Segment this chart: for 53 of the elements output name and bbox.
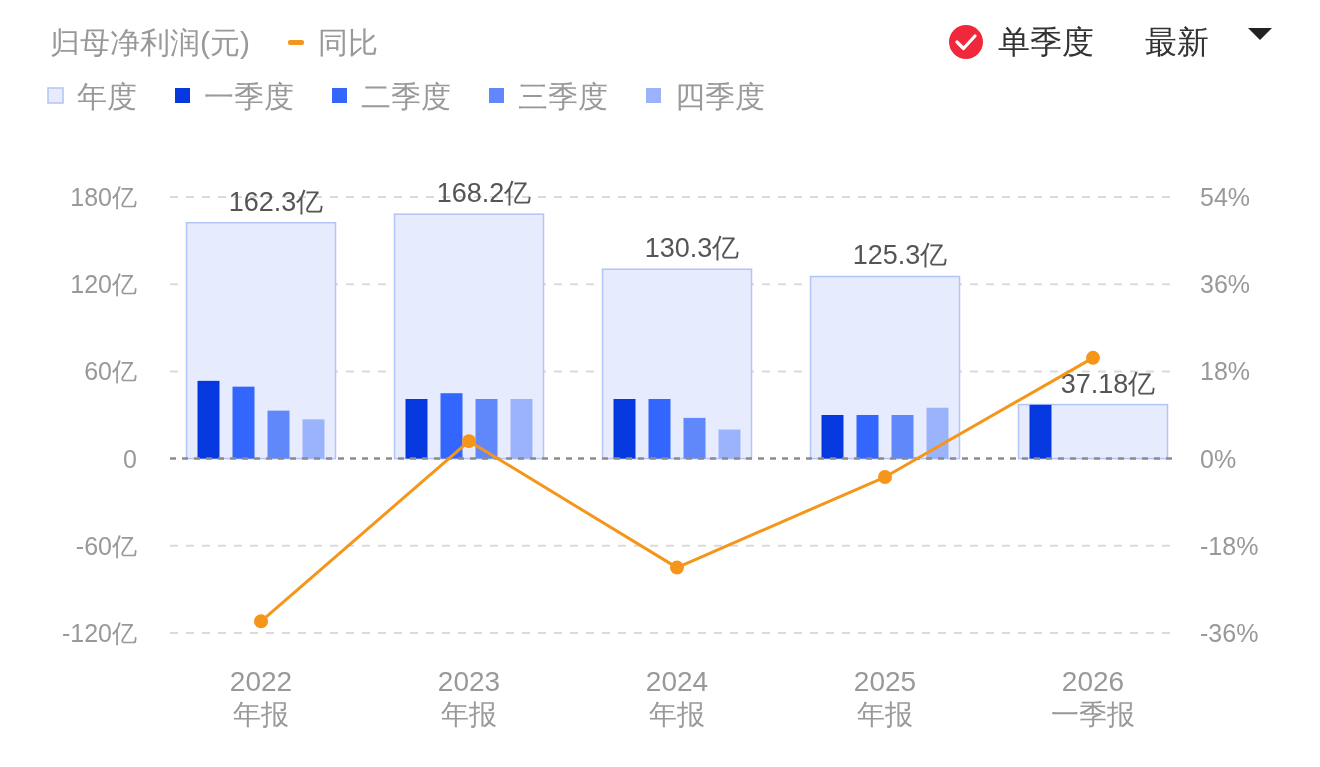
legend-label: 年度 <box>77 79 137 113</box>
y2-tick-label: 0% <box>1200 444 1237 473</box>
y-tick-label: -120亿 <box>61 619 137 647</box>
bar <box>821 415 844 459</box>
bar <box>475 399 498 459</box>
data-label: 168.2亿 <box>436 178 532 209</box>
bar <box>267 410 290 459</box>
data-label: 125.3亿 <box>852 240 948 271</box>
x-tick-label: 2024 年报 <box>645 665 709 730</box>
bar <box>197 380 220 459</box>
bar <box>613 399 636 459</box>
data-label: 130.3亿 <box>644 233 740 264</box>
bar <box>926 407 949 459</box>
legend-label: 四季度 <box>675 79 765 113</box>
legend-label: 同比 <box>317 25 378 59</box>
text: 单季度 <box>998 24 1094 60</box>
point <box>462 434 476 449</box>
x-tick-label: 2026 一季报 <box>1051 665 1135 730</box>
y2-tick-label: 36% <box>1200 270 1251 299</box>
y2-tick-label: -36% <box>1200 619 1259 647</box>
bar <box>683 417 706 459</box>
y2-tick-label: 54% <box>1200 183 1251 211</box>
y-tick-label: 120亿 <box>70 270 137 299</box>
y-tick-label: 180亿 <box>70 183 137 211</box>
text: 最新 <box>1145 24 1209 60</box>
bar <box>718 429 741 459</box>
data-label: 162.3亿 <box>228 186 324 217</box>
y2-tick-label: 18% <box>1200 357 1251 386</box>
bar <box>1029 404 1052 459</box>
bar <box>405 399 428 459</box>
bar <box>440 393 463 459</box>
y-tick-label: -60亿 <box>75 531 137 560</box>
bar <box>856 415 879 459</box>
y-tick-label: 0 <box>123 444 137 473</box>
y-tick-label: 60亿 <box>84 357 137 386</box>
legend-label: 一季度 <box>204 79 294 113</box>
title: 归母净利润(元) <box>50 25 250 59</box>
data-label: 37.18亿 <box>1060 368 1156 399</box>
point <box>878 470 892 485</box>
legend-label: 三季度 <box>518 79 608 113</box>
x-tick-label: 2025 年报 <box>853 665 917 730</box>
bar <box>510 399 533 459</box>
y2-tick-label: -18% <box>1200 531 1259 560</box>
point <box>1086 350 1100 365</box>
bar <box>891 415 914 459</box>
bar <box>648 399 671 459</box>
point <box>670 560 684 575</box>
x-tick-label: 2023 年报 <box>437 665 501 730</box>
legend-label: 二季度 <box>361 79 451 113</box>
x-tick-label: 2022 年报 <box>229 665 293 730</box>
point <box>254 614 268 629</box>
bar <box>302 419 325 459</box>
bar <box>232 386 255 459</box>
